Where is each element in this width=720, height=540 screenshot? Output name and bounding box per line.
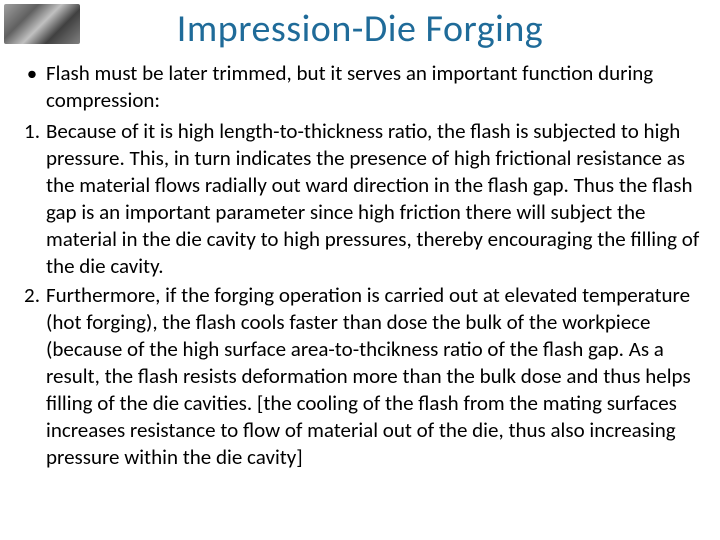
bullet-item: • Flash must be later trimmed, but it se… (18, 60, 702, 114)
bullet-marker: • (18, 60, 46, 114)
corner-thumbnail (4, 4, 80, 44)
numbered-text: Furthermore, if the forging operation is… (46, 282, 702, 471)
content-area: • Flash must be later trimmed, but it se… (0, 60, 720, 471)
number-marker: 1. (18, 118, 46, 280)
page-title: Impression-Die Forging (0, 0, 720, 60)
bullet-text: Flash must be later trimmed, but it serv… (46, 60, 702, 114)
numbered-item-1: 1. Because of it is high length-to-thick… (18, 118, 702, 280)
numbered-text: Because of it is high length-to-thicknes… (46, 118, 702, 280)
numbered-item-2: 2. Furthermore, if the forging operation… (18, 282, 702, 471)
number-marker: 2. (18, 282, 46, 471)
